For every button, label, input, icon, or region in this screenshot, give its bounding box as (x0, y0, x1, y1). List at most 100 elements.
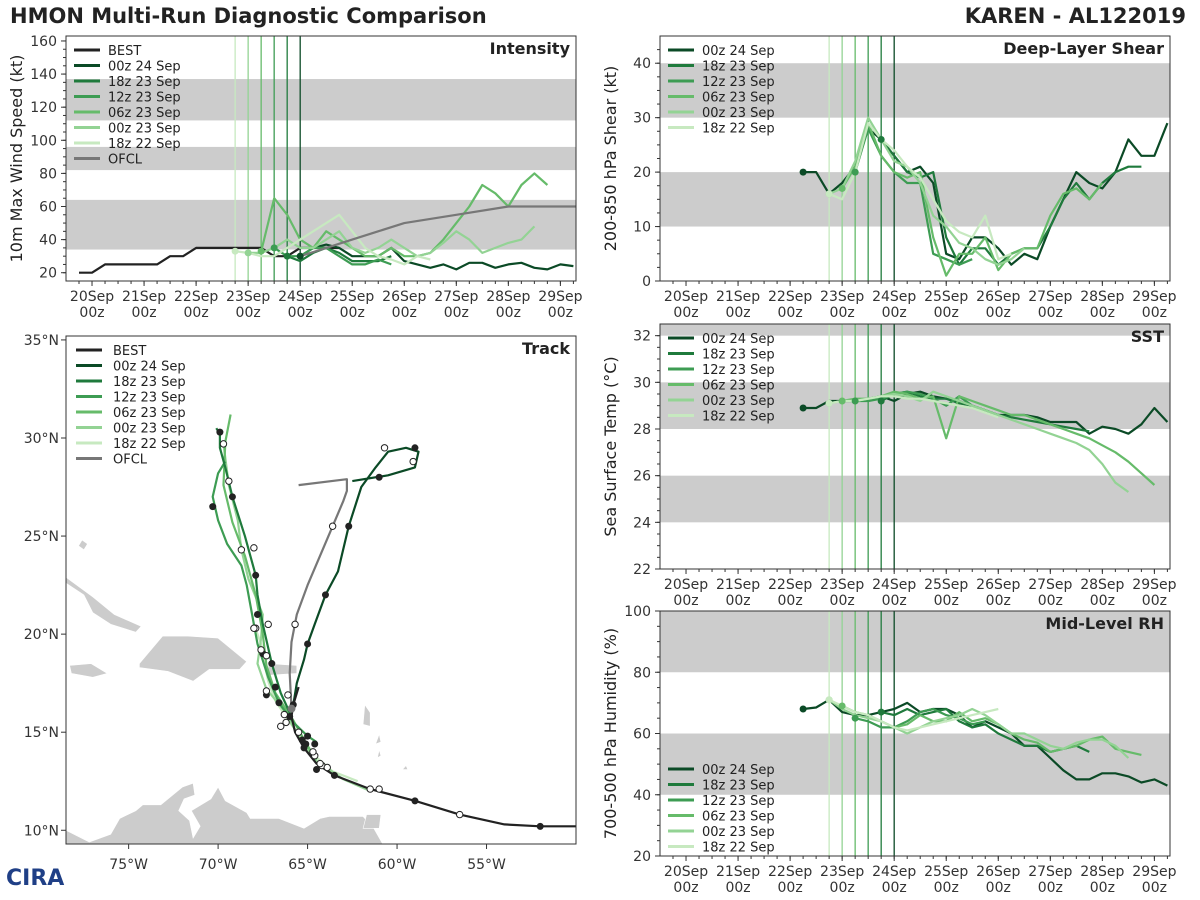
track-point-open (316, 759, 324, 768)
x-tick-label: 27Sep (434, 289, 478, 305)
x-tick-label: 00z (778, 880, 803, 896)
legend-label: 06z 23 Sep (702, 379, 775, 394)
storm-title: KAREN - AL122019 (964, 4, 1186, 28)
track-point-open (277, 722, 285, 731)
y-tick-label: 100 (624, 604, 651, 620)
track-point-open (323, 763, 331, 772)
track-point-filled (275, 699, 283, 707)
track-point-open (237, 546, 246, 554)
x-tick-label: 00z (496, 305, 521, 321)
legend-label: 06z 23 Sep (702, 810, 775, 825)
track-line-best (290, 686, 576, 828)
x-tick-label: 20Sep (664, 864, 708, 880)
run-start-dot (877, 708, 885, 716)
legend-label: 18z 22 Sep (702, 410, 775, 425)
legend-label: 12z 23 Sep (702, 794, 775, 809)
legend-label: OFCL (108, 153, 143, 168)
land-lesser-antilles-2 (375, 733, 382, 745)
land-hispaniola (139, 635, 248, 682)
x-tick-label: 00z (184, 305, 209, 321)
lon-tick-label: 75°W (109, 857, 148, 873)
x-tick-label: 25Sep (924, 864, 968, 880)
run-start-dot (231, 247, 239, 255)
series-line-12z-23-sep (854, 707, 986, 729)
land-bahamas-islands (78, 539, 88, 551)
land-trinidad (362, 814, 382, 829)
series-line-06z-23-sep (260, 172, 549, 258)
y-tick-label: 22 (633, 562, 651, 578)
x-tick-label: 29Sep (1132, 577, 1176, 593)
chart-title: Mid-Level RH (1045, 614, 1164, 633)
lat-tick-label: 35°N (24, 333, 59, 349)
legend-label: 18z 22 Sep (113, 437, 186, 452)
y-tick-label: 20 (633, 165, 651, 181)
x-tick-label: 00z (986, 305, 1011, 321)
x-tick-label: 00z (236, 305, 261, 321)
track-point-filled (313, 765, 321, 773)
intensity-chart: 2040608010012014016020Sep00z21Sep00z22Se… (7, 34, 583, 321)
run-start-dot (244, 249, 252, 257)
x-tick-label: 00z (830, 880, 855, 896)
x-tick-label: 22Sep (768, 864, 812, 880)
x-tick-label: 25Sep (924, 577, 968, 593)
track-point-open (280, 710, 289, 719)
run-start-dot (296, 252, 304, 260)
track-point-filled (304, 732, 312, 740)
x-tick-label: 24Sep (278, 289, 322, 305)
x-tick-label: 29Sep (1132, 289, 1176, 305)
x-tick-label: 20Sep (664, 577, 708, 593)
track-point-filled (411, 797, 419, 805)
legend-label: 00z 23 Sep (702, 106, 775, 121)
x-tick-label: 00z (778, 593, 803, 609)
track-point-open (250, 544, 258, 552)
x-tick-label: 00z (673, 593, 698, 609)
track-line-06z-23-sep (222, 414, 318, 761)
track-point-filled (271, 683, 279, 691)
shaded-band (660, 382, 1170, 429)
track-point-filled (302, 740, 310, 748)
track-point-open (264, 620, 272, 629)
x-tick-label: 23Sep (820, 289, 864, 305)
shaded-band (660, 611, 1170, 673)
land-cuba (66, 576, 142, 633)
x-tick-label: 00z (131, 305, 156, 321)
track-point-open (225, 477, 233, 485)
series-line-ofcl (299, 205, 576, 258)
y-axis-label: 700-500 hPa Humidity (%) (601, 628, 620, 839)
x-tick-label: 00z (725, 593, 750, 609)
x-tick-label: 00z (882, 593, 907, 609)
x-tick-label: 00z (1090, 305, 1115, 321)
y-tick-label: 160 (30, 34, 57, 50)
track-point-filled (411, 444, 419, 452)
shaded-band (660, 324, 1170, 336)
track-point-filled (209, 503, 217, 511)
series-line-18z-22-sep (828, 698, 999, 732)
x-tick-label: 00z (986, 593, 1011, 609)
x-tick-label: 21Sep (716, 577, 760, 593)
x-tick-label: 22Sep (768, 577, 812, 593)
x-tick-label: 00z (1038, 880, 1063, 896)
legend-label: 06z 23 Sep (113, 406, 186, 421)
legend-label: 18z 22 Sep (702, 122, 775, 137)
track-point-open (309, 748, 317, 756)
legend-label: 12z 23 Sep (702, 363, 775, 378)
x-tick-label: 24Sep (872, 289, 916, 305)
track-point-open (380, 444, 389, 452)
legend-label: 18z 22 Sep (702, 841, 775, 856)
track-point-open (291, 620, 299, 629)
y-tick-label: 30 (633, 375, 651, 391)
lon-tick-label: 55°W (467, 857, 506, 873)
x-tick-label: 00z (288, 305, 313, 321)
shaded-band (66, 79, 576, 121)
y-tick-label: 20 (633, 849, 651, 865)
run-start-dot (851, 168, 859, 176)
y-tick-label: 80 (39, 166, 57, 182)
track-line-00z-24-sep (292, 446, 420, 705)
y-tick-label: 20 (39, 266, 57, 282)
x-tick-label: 22Sep (768, 289, 812, 305)
lat-tick-label: 20°N (24, 627, 59, 643)
legend-label: 00z 24 Sep (113, 360, 186, 375)
track-point-open (375, 785, 383, 793)
series-line-00z-24-sep (299, 243, 574, 271)
x-tick-label: 29Sep (1132, 864, 1176, 880)
